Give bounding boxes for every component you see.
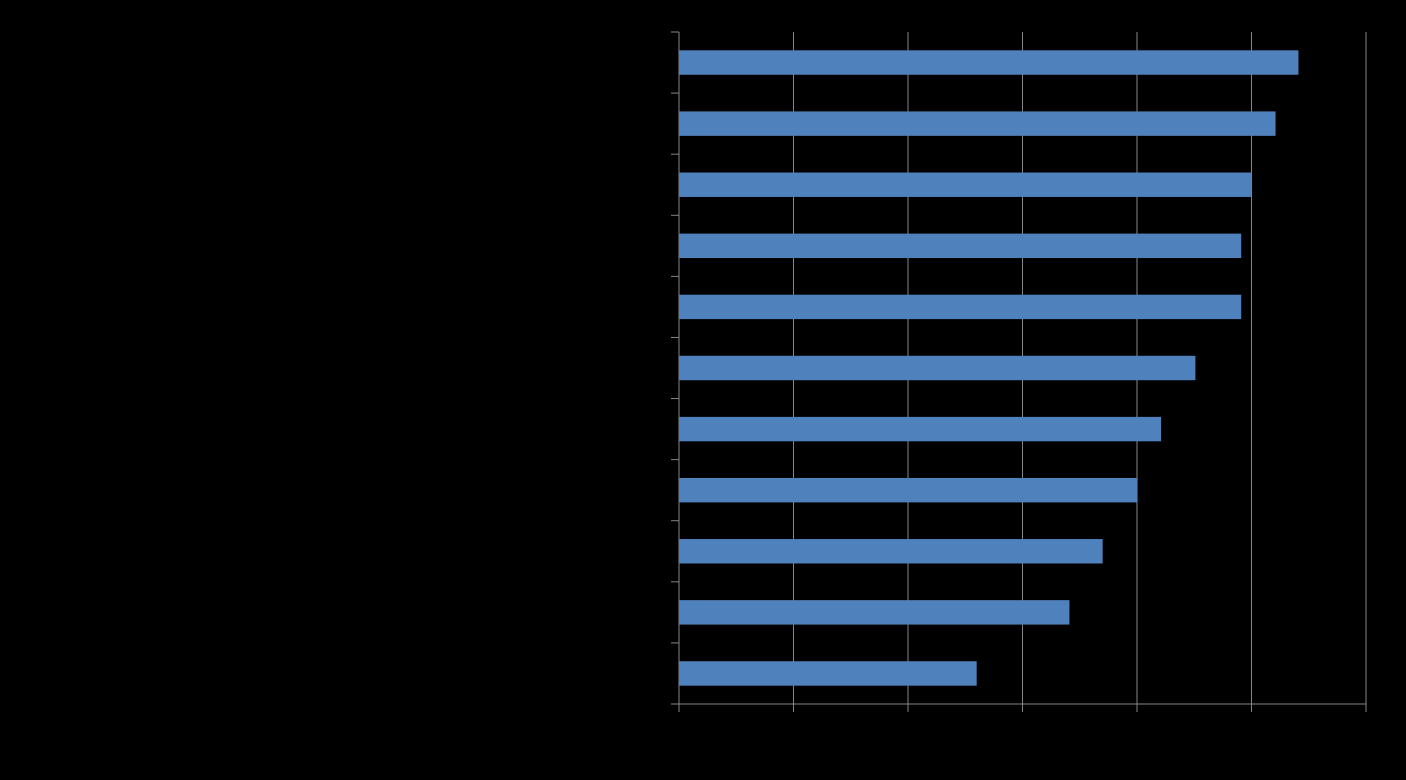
bar <box>679 233 1242 259</box>
bar <box>679 661 977 686</box>
bar <box>679 355 1196 381</box>
bar <box>679 600 1070 625</box>
bar <box>679 111 1276 136</box>
bar <box>679 477 1137 503</box>
bar <box>679 416 1162 442</box>
bar <box>679 539 1103 564</box>
bar <box>679 294 1242 320</box>
bar <box>679 172 1252 197</box>
bar <box>679 50 1299 75</box>
